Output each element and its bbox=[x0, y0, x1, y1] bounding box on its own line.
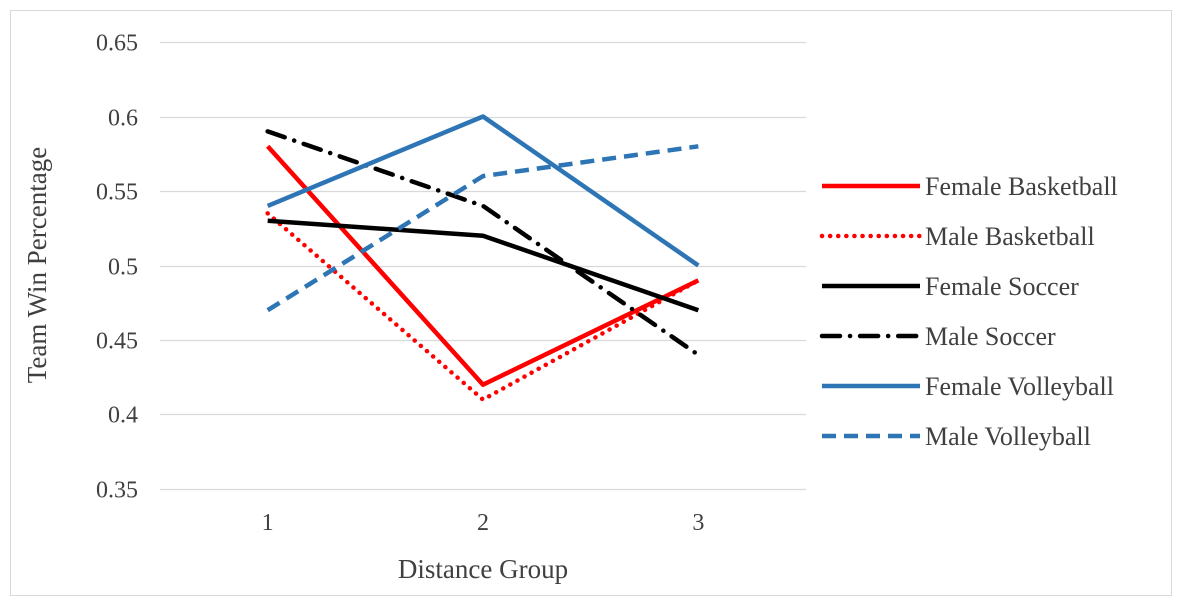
legend-label: Male Volleyball bbox=[925, 422, 1091, 451]
y-tick-label: 0.6 bbox=[108, 106, 138, 132]
legend-item: Male Basketball bbox=[819, 222, 1095, 251]
legend-label: Female Soccer bbox=[925, 272, 1079, 301]
legend-item: Male Volleyball bbox=[822, 422, 1091, 451]
legend-label: Female Basketball bbox=[925, 172, 1118, 201]
x-tick-label: 3 bbox=[692, 510, 704, 536]
legend-label: Male Soccer bbox=[925, 322, 1056, 351]
legend-item: Male Soccer bbox=[819, 322, 1056, 351]
y-tick-label: 0.4 bbox=[108, 403, 138, 429]
y-axis-title: Team Win Percentage bbox=[22, 147, 52, 383]
x-axis-title: Distance Group bbox=[398, 554, 568, 584]
x-tick-labels: 1 2 3 bbox=[262, 510, 705, 536]
y-tick-label: 0.5 bbox=[108, 255, 138, 281]
series-line-male-basketball bbox=[265, 211, 701, 402]
x-tick-label: 2 bbox=[477, 510, 489, 536]
y-tick-labels: 0.35 0.4 0.45 0.5 0.55 0.6 0.65 bbox=[96, 31, 138, 504]
chart-frame bbox=[10, 10, 1172, 596]
x-tick-label: 1 bbox=[262, 510, 274, 536]
legend-label: Male Basketball bbox=[925, 222, 1095, 251]
series-line-male-soccer bbox=[265, 129, 701, 358]
legend-item: Female Soccer bbox=[822, 272, 1079, 301]
legend-item: Female Basketball bbox=[822, 172, 1118, 201]
legend: Female Basketball Male Basketball Female S… bbox=[819, 172, 1118, 451]
legend-label: Female Volleyball bbox=[925, 372, 1114, 401]
legend-item: Female Volleyball bbox=[822, 372, 1114, 401]
series-line-female-volleyball bbox=[266, 114, 700, 268]
y-tick-label: 0.65 bbox=[96, 31, 138, 57]
series-lines bbox=[265, 114, 701, 402]
y-tick-label: 0.45 bbox=[96, 329, 138, 355]
y-tick-label: 0.35 bbox=[96, 478, 138, 504]
series-line-female-soccer bbox=[267, 218, 700, 313]
y-tick-label: 0.55 bbox=[96, 180, 138, 206]
series-line-male-volleyball bbox=[266, 144, 699, 313]
